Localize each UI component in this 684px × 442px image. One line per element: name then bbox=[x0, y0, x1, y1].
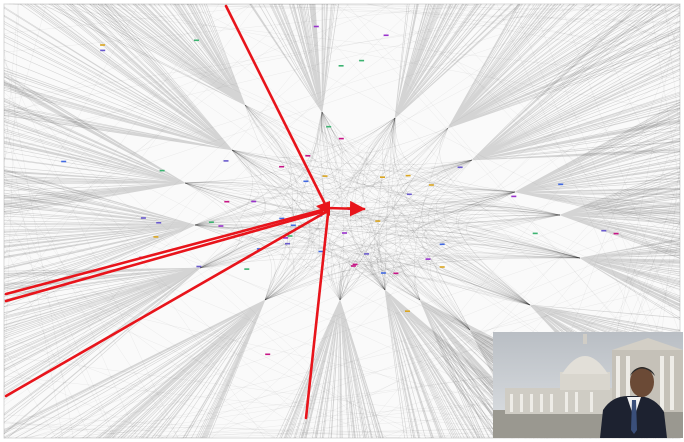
node bbox=[290, 224, 296, 227]
node bbox=[159, 169, 165, 172]
hub-node bbox=[316, 201, 330, 216]
person-tie bbox=[631, 400, 637, 434]
edge-layer bbox=[3, 3, 681, 439]
node bbox=[601, 229, 607, 232]
node bbox=[223, 160, 229, 162]
capitol-wing bbox=[505, 388, 620, 414]
node bbox=[439, 266, 445, 268]
node bbox=[326, 125, 332, 128]
edge-fan bbox=[42, 3, 246, 106]
node bbox=[425, 258, 431, 260]
red-edge bbox=[4, 208, 324, 296]
node bbox=[364, 253, 370, 255]
edge-fan bbox=[249, 3, 339, 113]
edge-fan bbox=[471, 3, 681, 161]
node bbox=[375, 220, 381, 222]
node bbox=[532, 232, 538, 235]
columns bbox=[510, 356, 674, 412]
node bbox=[305, 155, 311, 157]
node bbox=[428, 184, 434, 186]
red-edge bbox=[324, 200, 366, 217]
node bbox=[352, 263, 358, 266]
node bbox=[244, 268, 250, 270]
node bbox=[279, 217, 285, 220]
node bbox=[196, 265, 202, 268]
node bbox=[322, 175, 328, 177]
red-edge bbox=[4, 210, 328, 398]
node bbox=[405, 310, 410, 312]
edge-fan bbox=[384, 289, 559, 439]
node bbox=[218, 225, 224, 227]
node bbox=[511, 195, 517, 198]
edge-fan bbox=[3, 3, 233, 151]
red-edge bbox=[4, 210, 324, 303]
person-face bbox=[630, 367, 654, 397]
node bbox=[208, 221, 214, 223]
node bbox=[380, 176, 385, 178]
node bbox=[100, 49, 106, 52]
edge-fan bbox=[394, 3, 523, 119]
edge-fan bbox=[579, 238, 681, 321]
node bbox=[383, 34, 389, 37]
node bbox=[406, 193, 412, 196]
node bbox=[285, 242, 290, 245]
node bbox=[393, 272, 399, 275]
node bbox=[359, 59, 365, 62]
node bbox=[194, 39, 199, 42]
node bbox=[338, 137, 344, 140]
node bbox=[338, 65, 344, 67]
red-edge bbox=[304, 212, 330, 420]
node bbox=[100, 44, 106, 46]
node bbox=[140, 217, 146, 219]
node bbox=[303, 180, 309, 183]
edge-fan bbox=[559, 168, 681, 259]
person-hair bbox=[630, 367, 655, 376]
edge-fan bbox=[514, 101, 681, 228]
node bbox=[265, 353, 271, 356]
node bbox=[224, 200, 230, 203]
node bbox=[61, 160, 67, 163]
node bbox=[283, 237, 288, 239]
node bbox=[439, 243, 445, 246]
capitol-drum bbox=[560, 372, 610, 390]
node bbox=[279, 165, 285, 168]
node bbox=[613, 232, 619, 235]
capitol-lantern bbox=[583, 334, 587, 344]
node bbox=[342, 232, 347, 234]
edge-fan bbox=[3, 267, 201, 439]
edge-cross bbox=[184, 104, 581, 331]
node bbox=[350, 265, 356, 267]
edge-fan bbox=[3, 72, 186, 215]
highlighted-edges bbox=[4, 4, 366, 420]
node bbox=[457, 166, 463, 169]
edge-fan bbox=[3, 299, 266, 439]
node bbox=[318, 250, 324, 253]
photo-inset bbox=[493, 332, 683, 438]
node bbox=[380, 272, 386, 274]
node bbox=[313, 25, 319, 28]
edge-fan bbox=[447, 3, 681, 129]
red-edge bbox=[224, 4, 328, 208]
node bbox=[156, 222, 162, 224]
node bbox=[251, 200, 257, 203]
node bbox=[558, 183, 564, 186]
node bbox=[405, 174, 411, 177]
node bbox=[287, 235, 293, 237]
node bbox=[153, 236, 159, 238]
capitol-dome bbox=[562, 356, 608, 374]
portico-roof bbox=[612, 338, 683, 350]
